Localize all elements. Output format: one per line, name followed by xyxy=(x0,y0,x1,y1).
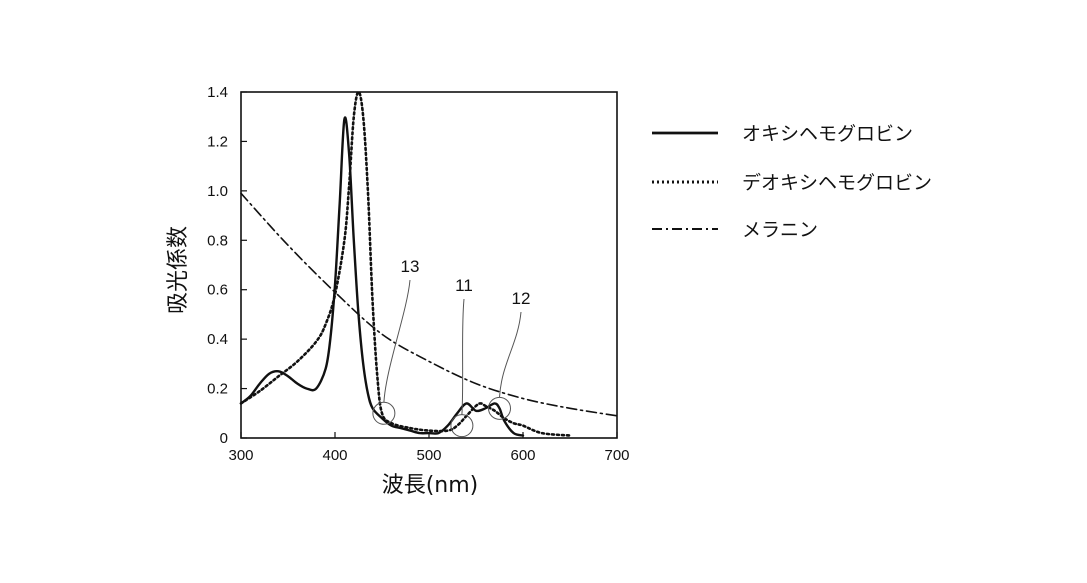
legend-label-2: デオキシヘモグロビン xyxy=(742,172,932,194)
legend-label-3: メラニン xyxy=(742,219,818,241)
y-tick-label: 0.8 xyxy=(207,232,228,249)
callout-label: 13 xyxy=(401,257,420,276)
callouts: 13 11 12 xyxy=(373,257,531,437)
y-tick-label: 0 xyxy=(220,430,228,447)
y-tick-label: 0.2 xyxy=(207,381,228,398)
x-tick-label: 300 xyxy=(228,447,253,464)
callout-leader xyxy=(462,299,464,415)
callout-leader xyxy=(500,312,522,397)
y-tick-label: 1.2 xyxy=(207,133,228,150)
callout-circle xyxy=(451,415,473,437)
series-lines xyxy=(241,92,617,436)
x-axis: 300 400 500 600 700 xyxy=(228,432,629,464)
x-axis-title: 波長(nm) xyxy=(382,473,479,498)
legend: オキシヘモグロビンデオキシヘモグロビンメラニン xyxy=(652,123,932,241)
y-tick-label: 0.6 xyxy=(207,282,228,299)
callout-leader xyxy=(384,280,410,402)
x-tick-label: 400 xyxy=(322,447,347,464)
callout-label: 12 xyxy=(512,289,531,308)
y-tick-label: 0.4 xyxy=(207,331,228,348)
x-tick-label: 700 xyxy=(604,447,629,464)
plot-frame xyxy=(241,92,617,438)
y-axis-title: 吸光係数 xyxy=(166,226,191,314)
y-tick-label: 1.4 xyxy=(207,84,228,101)
x-tick-label: 500 xyxy=(416,447,441,464)
y-tick-label: 1.0 xyxy=(207,183,228,200)
x-tick-label: 600 xyxy=(510,447,535,464)
series-line-1 xyxy=(241,117,523,435)
callout-label: 11 xyxy=(455,276,473,295)
plot-border xyxy=(241,92,617,438)
legend-label-1: オキシヘモグロビン xyxy=(742,123,913,145)
